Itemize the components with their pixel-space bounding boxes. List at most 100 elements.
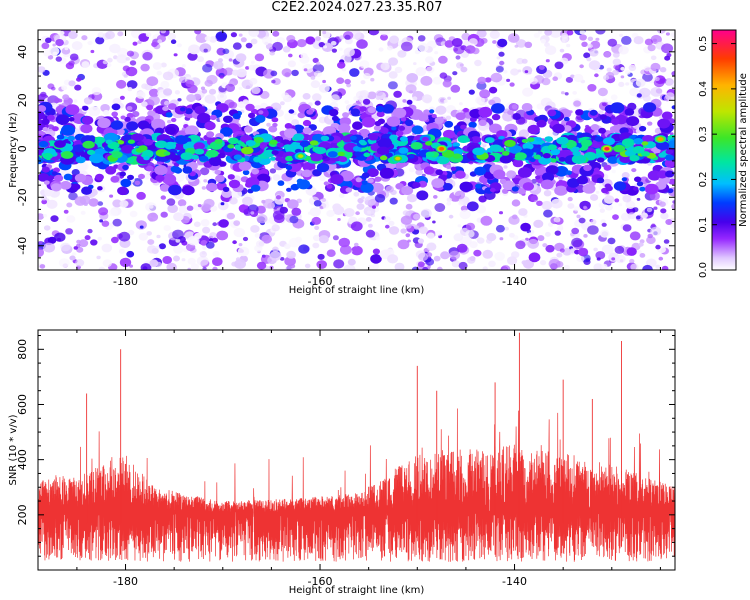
heatmap-cell [355, 177, 362, 183]
heatmap-cell [620, 66, 625, 71]
heatmap-cell [562, 125, 572, 132]
heatmap-cell [368, 178, 374, 183]
heatmap-cell [262, 198, 275, 209]
heatmap-cell [214, 139, 223, 144]
heatmap-cell [173, 173, 185, 182]
heatmap-cell [309, 152, 323, 162]
heatmap-cell [451, 38, 463, 47]
heatmap-cell [579, 34, 587, 41]
heatmap-cell [209, 232, 217, 239]
heatmap-cell [181, 64, 186, 68]
heatmap-cell [375, 96, 381, 100]
heatmap-cell [112, 97, 122, 106]
heatmap-cell [664, 154, 674, 161]
heatmap-cell [127, 229, 135, 236]
heatmap-cell [53, 34, 60, 40]
heatmap-cell [388, 71, 398, 79]
heatmap-cell [432, 220, 436, 224]
heatmap-cell [589, 109, 598, 116]
heatmap-cell [101, 243, 113, 253]
heatmap-cell [50, 183, 62, 192]
heatmap-cell [358, 139, 366, 145]
heatmap-cell [194, 105, 206, 115]
heatmap-cell [485, 238, 493, 244]
heatmap-cell [272, 122, 278, 128]
heatmap-cell [232, 113, 241, 120]
heatmap-cell [148, 95, 160, 106]
heatmap-cell [459, 209, 471, 220]
heatmap-cell [38, 173, 50, 182]
heatmap-cell [55, 39, 64, 47]
heatmap-cell [249, 77, 258, 85]
heatmap-cell [197, 112, 211, 124]
heatmap-cell [81, 186, 93, 195]
heatmap-cell [393, 90, 402, 98]
heatmap-cell [467, 256, 476, 264]
heatmap-cell [451, 260, 461, 268]
heatmap-cell [97, 201, 104, 206]
heatmap-cell [206, 149, 219, 158]
heatmap-cell [507, 33, 520, 43]
heatmap-cell [491, 103, 505, 114]
heatmap-cell [251, 60, 255, 64]
heatmap-cell [202, 63, 213, 73]
heatmap-cell [50, 215, 59, 223]
heatmap-cell [312, 57, 319, 64]
heatmap-cell [136, 91, 146, 99]
heatmap-cell [271, 79, 276, 84]
heatmap-cell [475, 183, 482, 189]
heatmap-cell [596, 157, 605, 163]
heatmap-cell [590, 219, 597, 225]
heatmap-cell [112, 199, 122, 208]
heatmap-cell [465, 222, 476, 231]
heatmap-cell [434, 203, 446, 212]
heatmap-cell [669, 132, 674, 136]
heatmap-cell [554, 185, 568, 196]
heatmap-cell [567, 178, 580, 188]
heatmap-cell [504, 226, 510, 231]
heatmap-cell [543, 190, 552, 197]
heatmap-cell [605, 185, 613, 192]
heatmap-cell [564, 92, 569, 96]
heatmap-cell [542, 172, 555, 182]
heatmap-cell [84, 235, 91, 241]
heatmap-cell [517, 69, 522, 73]
heatmap-cell [323, 181, 329, 186]
heatmap-cell [641, 141, 649, 146]
heatmap-cell [145, 32, 152, 37]
heatmap-cell [610, 94, 618, 101]
heatmap-cell [229, 197, 238, 205]
heatmap-cell [598, 127, 606, 134]
heatmap-cell [127, 139, 135, 144]
heatmap-y-tick-label: 0 [16, 145, 29, 152]
heatmap-cell [265, 43, 274, 50]
heatmap-cell [463, 239, 469, 244]
heatmap-cell [140, 263, 152, 270]
heatmap-cell [47, 114, 55, 121]
heatmap-cell [311, 216, 322, 225]
heatmap-cell [206, 241, 215, 249]
heatmap-cell [271, 117, 279, 123]
heatmap-cell [359, 60, 370, 69]
heatmap-cell [380, 62, 390, 71]
heatmap-cell [273, 214, 285, 224]
heatmap-cell [160, 80, 170, 89]
heatmap-cell [625, 200, 636, 209]
heatmap-cell [138, 232, 148, 241]
heatmap-cell [493, 169, 506, 180]
heatmap-cell [132, 111, 140, 117]
heatmap-cell [186, 94, 196, 103]
heatmap-cell [407, 239, 411, 243]
heatmap-cell [629, 155, 640, 162]
heatmap-cell [361, 196, 365, 200]
heatmap-cell [422, 266, 429, 270]
heatmap-cell [126, 121, 139, 131]
heatmap-cell [165, 112, 173, 118]
heatmap-cell [97, 117, 111, 129]
heatmap-cell [601, 244, 614, 255]
heatmap-cell [631, 168, 637, 173]
heatmap-cell [408, 167, 415, 173]
heatmap-cell [156, 234, 161, 239]
colorbar-tick-label: 0.4 [698, 81, 709, 97]
heatmap-cell [496, 56, 501, 60]
